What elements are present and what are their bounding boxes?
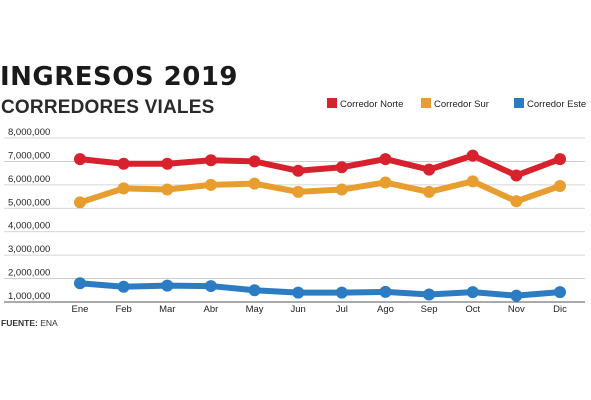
chart-title: INGRESOS 2019 — [0, 62, 239, 92]
legend-label: Corredor Este — [527, 99, 586, 110]
line-chart: Corredor Norte Corredor Sur Corredor Este … — [4, 98, 586, 315]
x-tick-label: May — [246, 304, 264, 315]
chart-subtitle: CORREDORES VIALES — [1, 97, 215, 118]
data-point — [292, 164, 305, 177]
data-point — [423, 288, 436, 301]
x-tick-label: Sep — [421, 304, 438, 315]
series-line — [77, 178, 563, 206]
data-point — [510, 289, 523, 302]
data-point — [379, 285, 392, 298]
x-tick-label: Oct — [465, 304, 480, 315]
data-point — [248, 155, 261, 168]
source-label: FUENTE: — [1, 318, 38, 328]
legend-label: Corredor Norte — [340, 99, 403, 110]
series-group — [74, 149, 566, 302]
data-point — [554, 153, 566, 166]
data-point — [292, 286, 305, 299]
y-tick-label: 1,000,000 — [8, 291, 50, 302]
y-tick-label: 2,000,000 — [8, 268, 50, 279]
data-point — [510, 169, 523, 182]
grid-lines — [4, 137, 585, 303]
data-point — [466, 175, 479, 188]
x-tick-label: Mar — [159, 304, 175, 315]
data-point — [204, 280, 217, 293]
data-point — [466, 286, 479, 299]
y-tick-label: 5,000,000 — [8, 197, 50, 208]
data-point — [117, 157, 130, 170]
data-point — [379, 176, 392, 189]
data-point — [510, 195, 523, 208]
x-tick-label: Jun — [291, 304, 306, 315]
data-point — [248, 284, 261, 297]
y-axis-ticks: 1,000,000 2,000,000 3,000,000 4,000,000 5,00… — [8, 127, 50, 302]
data-point — [379, 153, 392, 166]
legend-swatch — [421, 98, 431, 108]
x-tick-label: Ene — [72, 304, 89, 315]
data-point — [74, 196, 86, 209]
data-point — [335, 286, 348, 299]
data-point — [117, 280, 130, 293]
data-point — [161, 183, 174, 196]
x-tick-label: Feb — [115, 304, 131, 315]
data-point — [204, 154, 217, 167]
y-tick-label: 7,000,000 — [8, 150, 50, 161]
y-tick-label: 3,000,000 — [8, 244, 50, 255]
data-point — [554, 286, 566, 299]
data-point — [423, 185, 436, 198]
y-tick-label: 6,000,000 — [8, 174, 50, 185]
data-point — [161, 279, 174, 292]
data-point — [204, 178, 217, 191]
x-tick-label: Dic — [553, 304, 567, 315]
data-point — [292, 185, 305, 198]
legend: Corredor Norte Corredor Sur Corredor Este — [327, 98, 586, 110]
data-point — [423, 163, 436, 176]
y-tick-label: 8,000,000 — [8, 127, 50, 138]
data-point — [554, 180, 566, 193]
data-point — [335, 183, 348, 196]
data-point — [161, 157, 174, 170]
legend-swatch — [514, 98, 524, 108]
legend-swatch — [327, 98, 337, 108]
data-point — [74, 153, 86, 166]
y-tick-label: 4,000,000 — [8, 221, 50, 232]
data-point — [74, 277, 86, 290]
data-point — [335, 161, 348, 174]
source-note: FUENTE: ENA — [1, 318, 58, 328]
data-point — [466, 149, 479, 162]
series-line — [77, 280, 563, 299]
x-tick-label: Ago — [377, 304, 394, 315]
data-point — [248, 177, 261, 190]
x-tick-label: Nov — [508, 304, 525, 315]
series-line — [77, 152, 563, 179]
x-tick-label: Jul — [336, 304, 348, 315]
series-corredor-norte — [74, 149, 566, 182]
x-tick-label: Abr — [204, 304, 219, 315]
legend-label: Corredor Sur — [434, 99, 489, 110]
x-axis-ticks: Ene Feb Mar Abr May Jun Jul Ago Sep Oct Nov Dic — [72, 304, 568, 315]
series-corredor-sur — [74, 175, 566, 209]
series-corredor-este — [74, 277, 566, 302]
data-point — [117, 182, 130, 195]
source-text: ENA — [40, 318, 58, 328]
